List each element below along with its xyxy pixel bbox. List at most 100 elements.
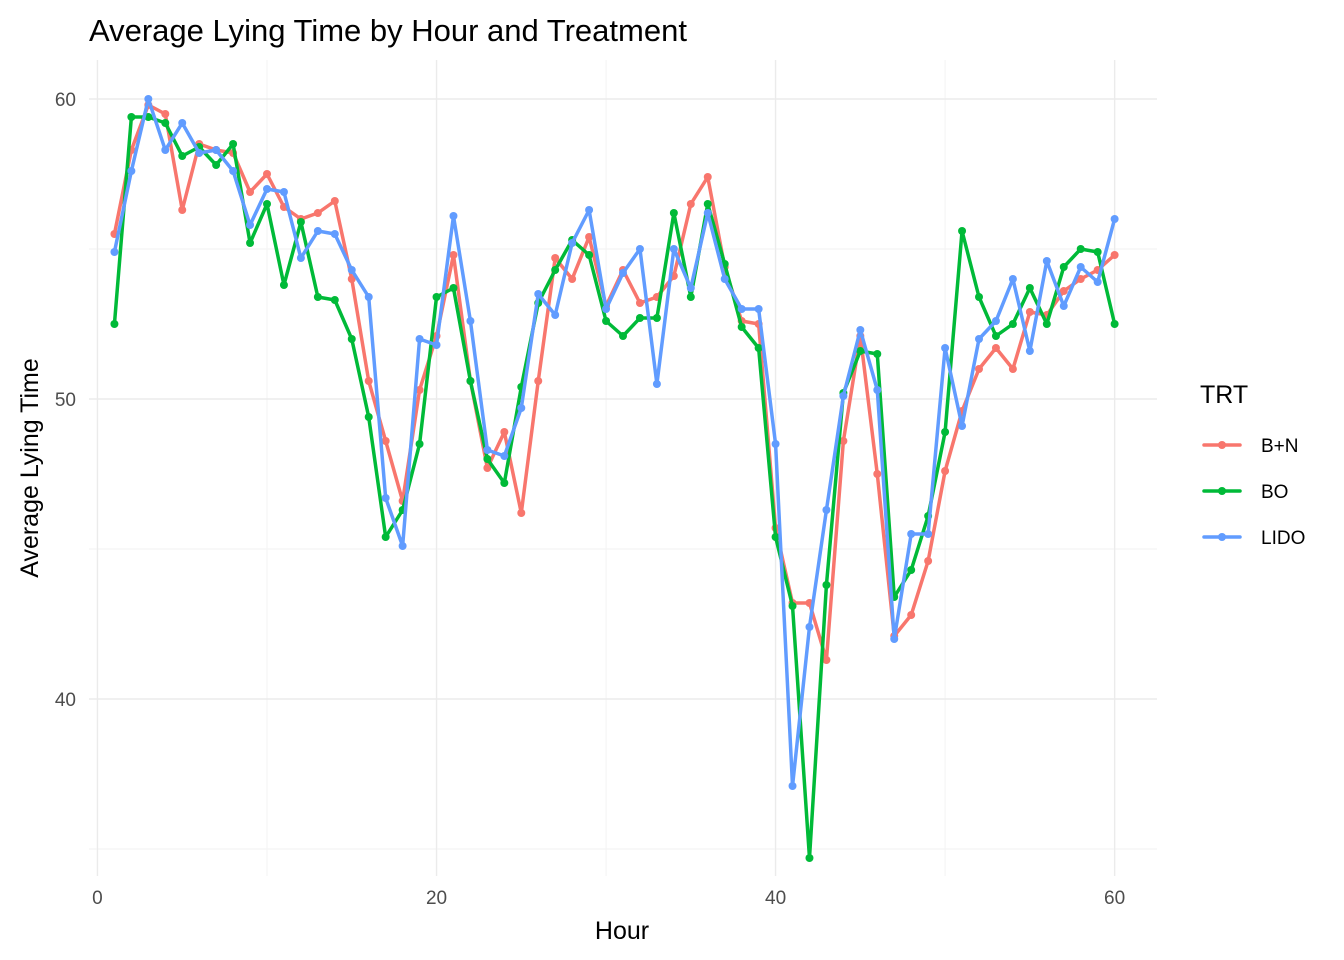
data-point-b-n [1110,251,1119,259]
data-point-bo [635,314,644,322]
data-point-lido [635,245,644,253]
data-point-bo [941,428,950,436]
data-point-bo [1025,284,1034,292]
data-point-bo [229,140,238,148]
legend-label: BO [1261,482,1288,503]
data-point-b-n [364,377,373,385]
data-point-bo [771,533,780,541]
data-point-b-n [686,200,695,208]
legend-item-lido: LIDO [1202,528,1305,549]
series-line-bo [112,115,1117,860]
data-point-bo [822,581,831,589]
data-point-bo [1042,320,1051,328]
data-point-bo [652,314,661,322]
series-group [110,95,1119,862]
data-point-lido [822,506,831,514]
data-point-bo [110,320,119,328]
data-point-lido [398,542,407,550]
data-point-bo [1008,320,1017,328]
data-point-bo [381,533,390,541]
data-point-b-n [907,611,916,619]
data-point-lido [619,269,627,277]
data-point-b-n [517,509,526,517]
data-point-lido [1059,302,1068,310]
data-point-b-n [941,467,950,475]
data-point-lido [737,305,746,313]
data-point-lido [534,290,543,298]
data-point-lido [686,284,695,292]
data-point-b-n [1025,308,1034,316]
data-point-bo [212,161,221,169]
data-point-bo [907,566,916,574]
chart-title: Average Lying Time by Hour and Treatment [89,13,687,48]
data-point-lido [975,335,983,343]
data-point-lido [195,149,204,157]
series-bo [110,113,1119,862]
data-point-bo [958,227,967,235]
data-point-lido [788,782,797,790]
data-point-lido [279,188,288,196]
data-point-b-n [263,170,271,178]
data-point-lido [161,146,170,154]
y-tick-label: 50 [55,390,76,411]
data-point-lido [907,530,916,538]
x-tick-label: 0 [92,888,103,909]
data-point-b-n [415,386,424,394]
data-point-b-n [873,470,882,478]
data-point-b-n [635,299,644,307]
data-point-lido [517,404,526,412]
data-point-bo [364,413,373,421]
data-point-lido [669,245,678,253]
data-point-b-n [924,557,933,565]
data-point-b-n [822,656,831,664]
data-point-lido [602,305,611,313]
legend-item-bo: BO [1202,482,1288,503]
data-point-bo [873,350,882,358]
x-tick-label: 20 [426,888,447,909]
data-point-bo [1110,320,1119,328]
data-point-bo [703,200,712,208]
data-point-lido [754,305,763,313]
data-point-lido [246,221,255,229]
data-point-lido [873,386,882,394]
data-point-bo [1059,263,1068,271]
data-point-bo [415,440,424,448]
data-point-bo [263,200,271,208]
data-point-lido [1008,275,1017,283]
x-tick-label: 60 [1104,888,1125,909]
data-point-lido [466,317,475,325]
data-point-lido [1076,263,1085,271]
data-point-b-n [178,206,187,214]
data-point-bo [178,152,187,160]
data-point-b-n [585,233,594,241]
data-point-lido [1093,278,1102,286]
data-point-lido [415,335,424,343]
data-point-bo [669,209,678,217]
data-point-bo [347,335,356,343]
data-point-lido [296,254,305,262]
legend: TRT B+N BO LIDO [1200,381,1305,549]
data-point-lido [212,146,221,154]
legend-title: TRT [1200,381,1248,409]
data-point-bo [313,293,322,301]
data-point-b-n [1008,365,1017,373]
legend-key-point [1218,533,1226,541]
data-point-lido [432,341,441,349]
data-point-lido [720,275,729,283]
data-point-b-n [975,365,983,373]
data-point-bo [602,317,611,325]
data-point-lido [1042,257,1051,265]
legend-key-point [1218,441,1226,449]
data-point-lido [856,326,865,334]
tick-labels: 0 20 40 60 40 50 60 [55,90,1125,909]
y-axis-title: Average Lying Time [16,358,44,578]
data-point-lido [551,311,560,319]
data-point-bo [500,479,509,487]
data-point-bo [619,332,627,340]
data-point-lido [381,494,390,502]
data-point-b-n [551,254,560,262]
data-point-bo [1093,248,1102,256]
data-point-bo [1076,245,1085,253]
data-point-b-n [449,251,458,259]
legend-item-b-n: B+N [1202,436,1299,457]
